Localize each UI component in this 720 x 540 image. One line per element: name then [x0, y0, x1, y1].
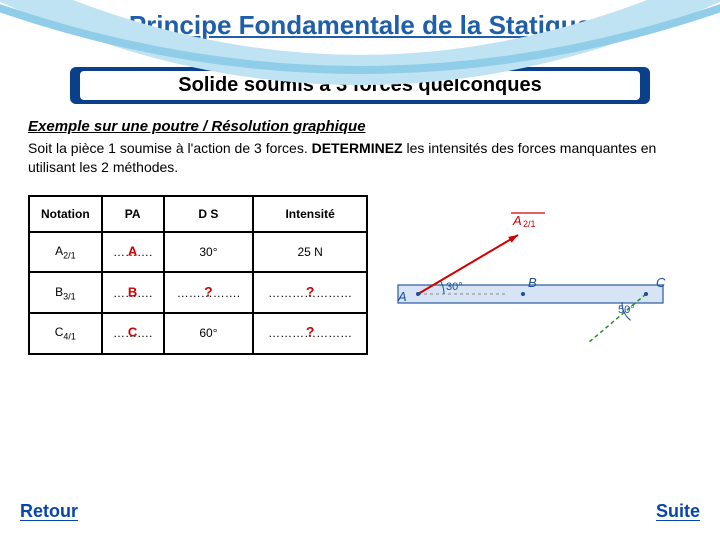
cell-ds: …………….? [164, 272, 254, 313]
cell-notation: C4/1 [29, 313, 102, 354]
next-link[interactable]: Suite [656, 501, 700, 522]
col-notation: Notation [29, 196, 102, 232]
cell-pa: ……….C [102, 313, 164, 354]
subtitle-text: Solide soumis à 3 forces quelconques [178, 74, 541, 96]
col-intensity: Intensité [253, 196, 367, 232]
table-row: A2/1……….A30°25 N [29, 232, 367, 273]
cell-ds: 30° [164, 232, 254, 273]
cell-notation: A2/1 [29, 232, 102, 273]
example-heading: Exemple sur une poutre / Résolution grap… [28, 118, 692, 135]
svg-text:C: C [656, 275, 666, 290]
cell-ds: 60° [164, 313, 254, 354]
cell-pa: ……….B [102, 272, 164, 313]
table-row: B3/1……….B…………….?…………………? [29, 272, 367, 313]
col-ds: D S [164, 196, 254, 232]
table-row: C4/1……….C60°…………………? [29, 313, 367, 354]
col-pa: PA [102, 196, 164, 232]
svg-text:30°: 30° [446, 281, 463, 293]
svg-text:B: B [528, 275, 537, 290]
svg-text:2/1: 2/1 [523, 219, 536, 229]
cell-intensity: 25 N [253, 232, 367, 273]
svg-text:A: A [512, 213, 522, 228]
page-title: Principe Fondamentale de la Statique [0, 0, 720, 41]
subtitle-bar: Solide soumis à 3 forces quelconques [70, 67, 650, 104]
forces-table: Notation PA D S Intensité A2/1……….A30°25… [28, 195, 368, 355]
back-link[interactable]: Retour [20, 501, 78, 522]
cell-intensity: …………………? [253, 272, 367, 313]
svg-text:50°: 50° [618, 304, 635, 316]
cell-notation: B3/1 [29, 272, 102, 313]
cell-intensity: …………………? [253, 313, 367, 354]
beam-diagram: A2/130°50°ABC [388, 195, 692, 355]
example-body: Soit la pièce 1 soumise à l'action de 3 … [28, 139, 692, 177]
cell-pa: ……….A [102, 232, 164, 273]
table-header-row: Notation PA D S Intensité [29, 196, 367, 232]
svg-text:A: A [397, 289, 407, 304]
